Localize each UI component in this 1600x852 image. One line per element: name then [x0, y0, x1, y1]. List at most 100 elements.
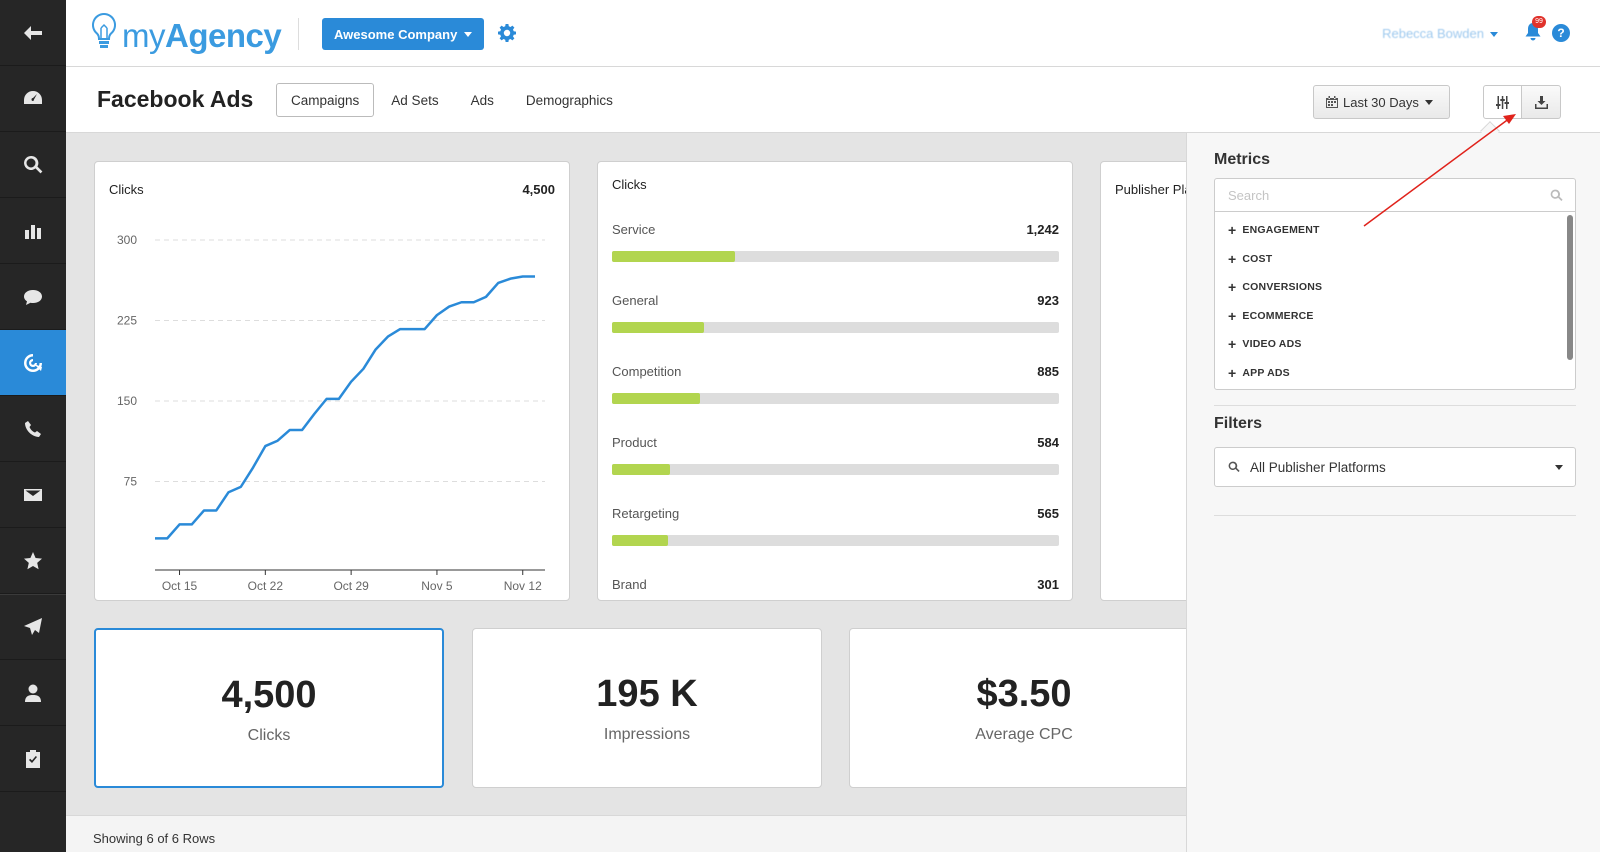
download-button[interactable]	[1522, 85, 1561, 119]
scrollbar[interactable]	[1567, 215, 1573, 360]
y-tick-label: 75	[124, 475, 138, 489]
chevron-down-icon[interactable]	[1490, 32, 1498, 37]
x-tick-label: Oct 29	[333, 579, 369, 593]
search-icon	[1550, 189, 1563, 202]
user-menu[interactable]: Rebecca Bowden	[1382, 26, 1484, 41]
stat-label: Average CPC	[975, 726, 1073, 743]
plus-icon: +	[1228, 222, 1237, 239]
chevron-down-icon	[1424, 99, 1433, 105]
lightbulb-icon	[90, 12, 118, 59]
x-tick-label: Oct 15	[162, 579, 198, 593]
metric-group-ecommerce[interactable]: + ECOMMERCE	[1228, 307, 1314, 324]
clicks-series-line	[155, 275, 535, 540]
date-range-button[interactable]: Last 30 Days	[1313, 85, 1450, 119]
filters-heading: Filters	[1214, 415, 1263, 432]
metric-group-video-ads[interactable]: + VIDEO ADS	[1228, 336, 1302, 353]
bar-fill	[612, 464, 670, 475]
gear-icon[interactable]	[498, 24, 516, 42]
bar-category-label: Brand	[612, 577, 647, 592]
star-icon[interactable]	[0, 528, 66, 594]
x-tick-label: Nov 12	[504, 579, 542, 593]
search-icon[interactable]	[0, 132, 66, 198]
page-title: Facebook Ads	[97, 86, 254, 112]
bar-track	[612, 535, 1059, 546]
calendar-icon	[1326, 96, 1338, 108]
ppc-target-icon[interactable]	[0, 330, 66, 396]
bar-row: General 923	[612, 293, 1059, 343]
bar-category-label: Retargeting	[612, 506, 680, 521]
stat-label: Impressions	[603, 726, 691, 743]
row-count: Showing 6 of 6 Rows	[93, 831, 216, 846]
tab-ad-sets[interactable]: Ad Sets	[391, 92, 439, 108]
bar-row: Retargeting 565	[612, 506, 1059, 556]
metric-group-app-ads[interactable]: + APP ADS	[1228, 364, 1290, 381]
stat-label: Clicks	[247, 727, 291, 744]
stat-value: $3.50	[976, 673, 1072, 715]
bar-category-label: General	[612, 293, 659, 308]
reports-icon[interactable]	[0, 198, 66, 264]
metrics-filters-panel: Metrics +ENGAGEMENT +COST +CONVERSIONS +…	[1186, 133, 1600, 852]
bar-track	[612, 322, 1059, 333]
phone-icon[interactable]	[0, 396, 66, 462]
metric-group-conversions[interactable]: + CONVERSIONS	[1228, 279, 1323, 296]
notification-badge: 99	[1532, 16, 1546, 28]
chevron-down-icon	[1555, 465, 1563, 470]
header-divider	[298, 18, 299, 50]
send-icon[interactable]	[0, 594, 66, 660]
metrics-settings-button[interactable]	[1483, 85, 1522, 119]
search-icon	[1228, 461, 1240, 473]
bar-track	[612, 393, 1059, 404]
left-nav-rail	[0, 0, 66, 852]
bar-fill	[612, 393, 700, 404]
x-tick-label: Oct 22	[248, 579, 284, 593]
stat-card-clicks[interactable]: 4,500 Clicks	[94, 628, 444, 788]
tab-ads[interactable]: Ads	[470, 92, 494, 108]
email-icon[interactable]	[0, 462, 66, 528]
back-arrow-icon[interactable]	[0, 0, 66, 66]
chat-icon[interactable]	[0, 264, 66, 330]
bar-value-label: 584	[1037, 435, 1059, 450]
x-tick-label: Nov 5	[421, 579, 453, 593]
help-icon[interactable]: ?	[1552, 24, 1570, 42]
stat-card-average-cpc[interactable]: $3.50 Average CPC	[849, 628, 1199, 788]
chart-total: 4,500	[522, 182, 555, 197]
publisher-platform-filter[interactable]: All Publisher Platforms	[1214, 447, 1576, 487]
metrics-heading: Metrics	[1214, 151, 1271, 168]
clipboard-icon[interactable]	[0, 726, 66, 792]
bar-value-label: 885	[1037, 364, 1059, 379]
bar-value-label: 1,242	[1026, 222, 1059, 237]
plus-icon: +	[1228, 279, 1237, 296]
bar-row: Service 1,242	[612, 222, 1059, 272]
plus-icon: +	[1228, 250, 1237, 267]
sliders-icon	[1496, 95, 1509, 109]
bar-row: Competition 885	[612, 364, 1059, 414]
clicks-bar-chart-card: Clicks Service 1,242 General 923 Competition…	[597, 161, 1073, 601]
bar-track	[612, 251, 1059, 262]
line-chart: 75 150 225 300 Oct 15 Oct 22 Oct 29 Nov 5 Nov 12	[117, 233, 545, 593]
company-selector[interactable]: Awesome Company	[322, 18, 484, 50]
tab-campaigns[interactable]: Campaigns	[276, 83, 375, 117]
bar-value-label: 301	[1037, 577, 1059, 592]
metric-groups-list: + ENGAGEMENT + COST + CONVERSIONS + ECOMMERC…	[1215, 212, 1575, 387]
report-tabs: Campaigns Ad Sets Ads Demographics	[276, 83, 630, 117]
download-icon	[1534, 95, 1548, 109]
metrics-list-box: +ENGAGEMENT +COST +CONVERSIONS +ECOMMERC…	[1214, 178, 1576, 390]
metric-group-engagement[interactable]: + ENGAGEMENT	[1228, 222, 1320, 239]
stat-card-impressions[interactable]: 195 K Impressions	[472, 628, 822, 788]
plus-icon: +	[1228, 307, 1237, 324]
filter-value: All Publisher Platforms	[1250, 459, 1386, 475]
plus-icon: +	[1228, 336, 1237, 353]
tab-demographics[interactable]: Demographics	[525, 92, 613, 108]
top-bar: myAgency Awesome Company Rebecca Bowden …	[66, 0, 1600, 67]
chevron-down-icon	[464, 32, 472, 37]
dashboard-icon[interactable]	[0, 66, 66, 132]
y-tick-label: 150	[117, 394, 137, 408]
metrics-search-input[interactable]	[1215, 179, 1575, 212]
clicks-line-chart-card: Clicks 4,500 75 150 225 300 Oct 15 Oct 22 Oct …	[94, 161, 570, 601]
page-header: Facebook Ads Campaigns Ad Sets Ads Demog…	[66, 67, 1600, 133]
bar-fill	[612, 251, 736, 262]
metric-group-cost[interactable]: + COST	[1228, 250, 1273, 267]
brand-logo[interactable]: myAgency	[90, 12, 282, 59]
user-icon[interactable]	[0, 660, 66, 726]
divider	[1214, 515, 1576, 516]
